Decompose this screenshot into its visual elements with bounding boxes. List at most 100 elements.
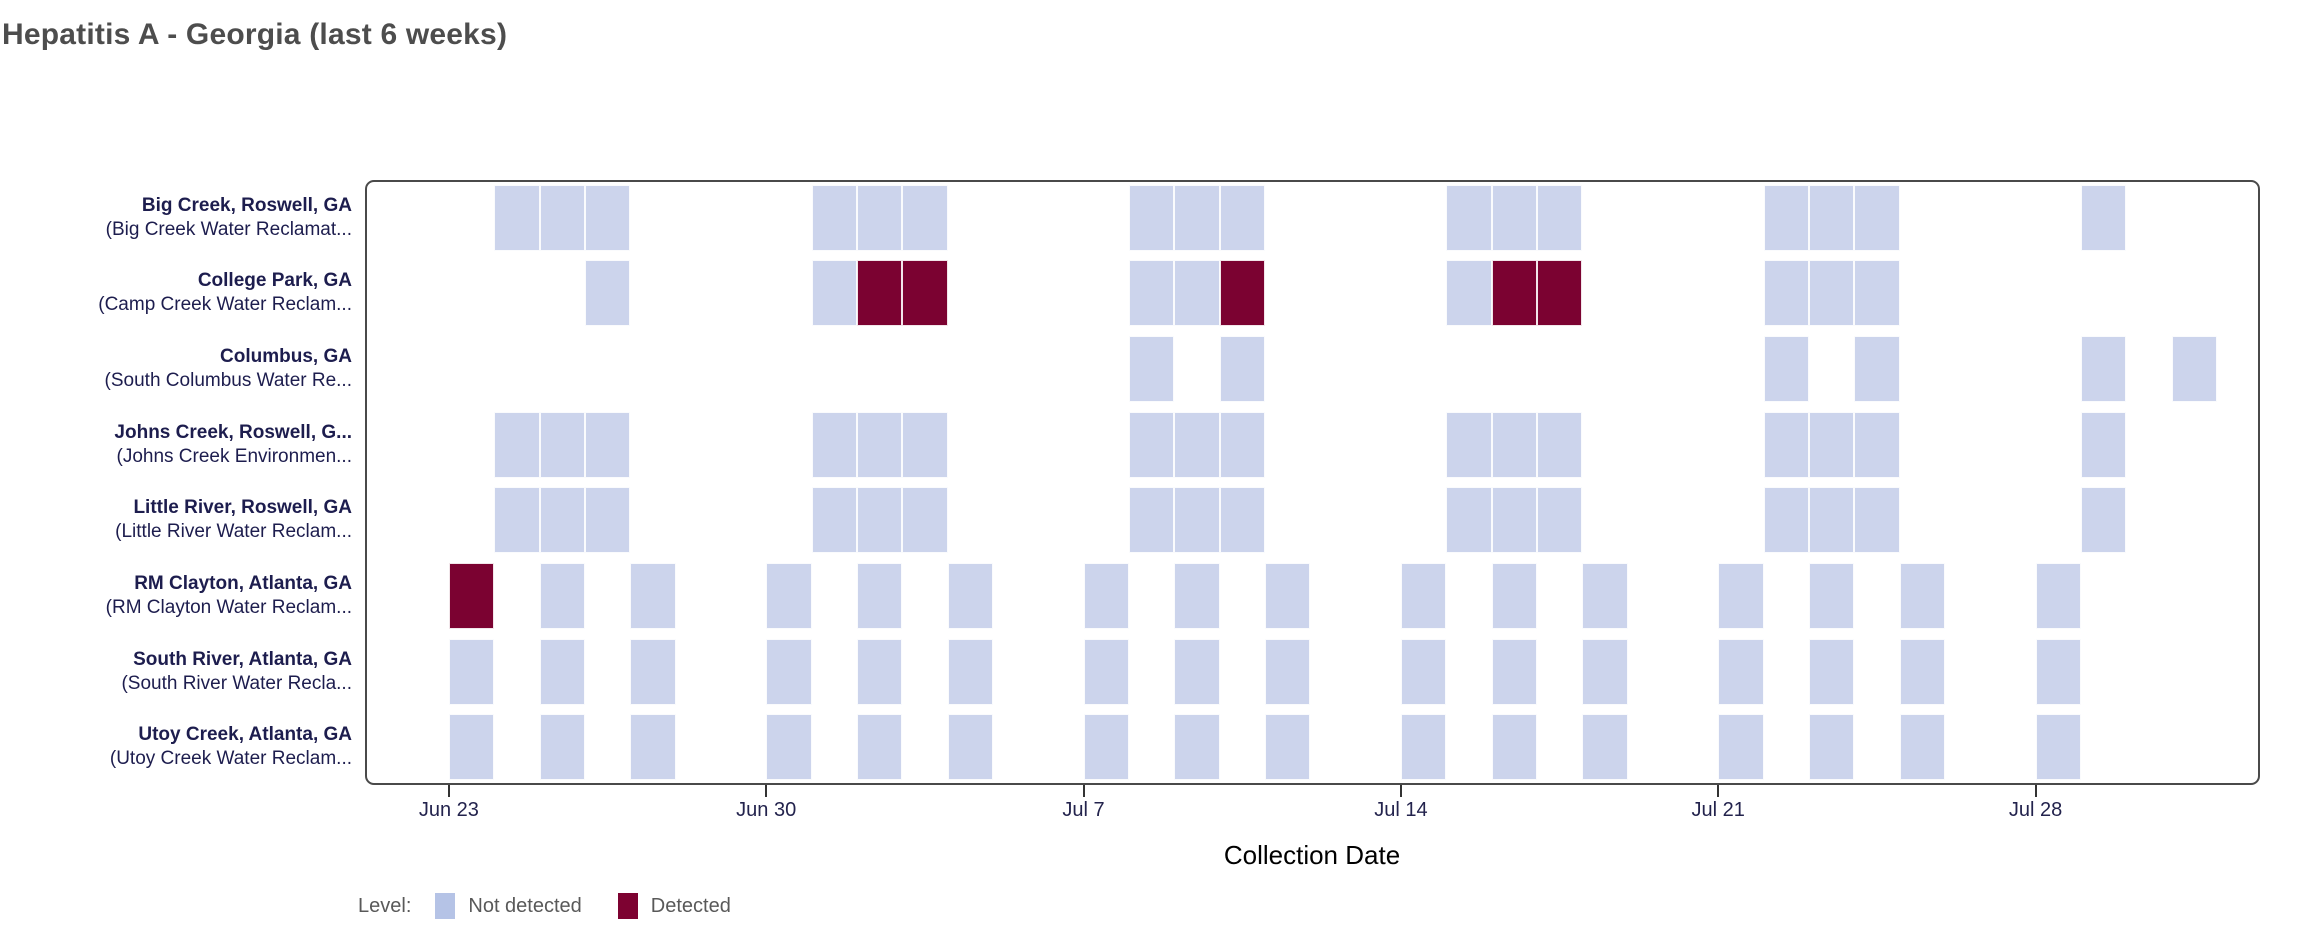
heatmap-tile[interactable] — [766, 562, 812, 629]
heatmap-tile[interactable] — [1536, 411, 1583, 478]
heatmap-tile[interactable] — [2035, 638, 2081, 705]
heatmap-tile[interactable] — [1536, 487, 1583, 554]
heatmap-tile[interactable] — [1808, 411, 1855, 478]
heatmap-tile[interactable] — [1083, 638, 1129, 705]
heatmap-tile[interactable] — [856, 184, 903, 251]
heatmap-tile[interactable] — [1219, 411, 1265, 478]
heatmap-tile[interactable] — [766, 714, 812, 781]
heatmap-tile[interactable] — [584, 487, 631, 554]
heatmap-tile[interactable] — [539, 184, 585, 251]
heatmap-tile[interactable] — [1491, 260, 1537, 327]
heatmap-tile[interactable] — [539, 411, 585, 478]
heatmap-tile[interactable] — [539, 714, 585, 781]
heatmap-tile[interactable] — [1491, 411, 1537, 478]
heatmap-tile[interactable] — [584, 260, 631, 327]
heatmap-tile[interactable] — [539, 638, 585, 705]
heatmap-tile[interactable] — [1491, 487, 1537, 554]
heatmap-tile[interactable] — [811, 411, 857, 478]
heatmap-tile[interactable] — [947, 714, 993, 781]
heatmap-tile[interactable] — [1808, 714, 1855, 781]
heatmap-tile[interactable] — [1174, 487, 1220, 554]
heatmap-tile[interactable] — [1536, 184, 1583, 251]
heatmap-tile[interactable] — [584, 184, 631, 251]
heatmap-tile[interactable] — [630, 714, 676, 781]
heatmap-tile[interactable] — [902, 411, 948, 478]
heatmap-tile[interactable] — [2171, 336, 2217, 403]
heatmap-tile[interactable] — [1264, 638, 1311, 705]
heatmap-tile[interactable] — [1763, 260, 1809, 327]
heatmap-tile[interactable] — [1854, 260, 1900, 327]
heatmap-tile[interactable] — [1446, 487, 1492, 554]
heatmap-tile[interactable] — [494, 411, 540, 478]
heatmap-tile[interactable] — [2080, 487, 2127, 554]
heatmap-tile[interactable] — [856, 562, 903, 629]
heatmap-tile[interactable] — [856, 260, 903, 327]
heatmap-tile[interactable] — [1174, 638, 1220, 705]
heatmap-tile[interactable] — [1582, 714, 1628, 781]
heatmap-tile[interactable] — [1174, 260, 1220, 327]
heatmap-tile[interactable] — [630, 562, 676, 629]
heatmap-tile[interactable] — [1128, 487, 1175, 554]
heatmap-tile[interactable] — [811, 487, 857, 554]
heatmap-tile[interactable] — [856, 714, 903, 781]
heatmap-tile[interactable] — [1763, 336, 1809, 403]
heatmap-tile[interactable] — [539, 487, 585, 554]
heatmap-tile[interactable] — [902, 260, 948, 327]
heatmap-tile[interactable] — [1400, 562, 1447, 629]
heatmap-tile[interactable] — [1174, 184, 1220, 251]
heatmap-tile[interactable] — [1854, 336, 1900, 403]
heatmap-tile[interactable] — [856, 411, 903, 478]
heatmap-tile[interactable] — [1446, 411, 1492, 478]
heatmap-tile[interactable] — [1264, 562, 1311, 629]
heatmap-tile[interactable] — [1219, 184, 1265, 251]
heatmap-tile[interactable] — [947, 638, 993, 705]
heatmap-tile[interactable] — [1491, 714, 1537, 781]
heatmap-tile[interactable] — [2080, 336, 2127, 403]
heatmap-tile[interactable] — [494, 184, 540, 251]
heatmap-tile[interactable] — [2080, 411, 2127, 478]
heatmap-tile[interactable] — [1854, 411, 1900, 478]
heatmap-tile[interactable] — [811, 260, 857, 327]
heatmap-tile[interactable] — [1808, 260, 1855, 327]
heatmap-tile[interactable] — [1899, 638, 1945, 705]
heatmap-tile[interactable] — [448, 638, 495, 705]
heatmap-tile[interactable] — [1128, 411, 1175, 478]
heatmap-tile[interactable] — [1536, 260, 1583, 327]
heatmap-tile[interactable] — [2080, 184, 2127, 251]
heatmap-tile[interactable] — [1491, 562, 1537, 629]
heatmap-tile[interactable] — [947, 562, 993, 629]
heatmap-tile[interactable] — [1400, 714, 1447, 781]
heatmap-tile[interactable] — [1219, 260, 1265, 327]
heatmap-tile[interactable] — [856, 487, 903, 554]
heatmap-tile[interactable] — [584, 411, 631, 478]
heatmap-tile[interactable] — [1446, 184, 1492, 251]
heatmap-tile[interactable] — [1854, 487, 1900, 554]
heatmap-tile[interactable] — [1763, 411, 1809, 478]
heatmap-tile[interactable] — [2035, 714, 2081, 781]
heatmap-tile[interactable] — [539, 562, 585, 629]
heatmap-tile[interactable] — [1899, 714, 1945, 781]
heatmap-tile[interactable] — [1264, 714, 1311, 781]
heatmap-tile[interactable] — [856, 638, 903, 705]
heatmap-tile[interactable] — [902, 487, 948, 554]
heatmap-tile[interactable] — [1718, 562, 1764, 629]
heatmap-tile[interactable] — [1808, 184, 1855, 251]
heatmap-tile[interactable] — [1582, 638, 1628, 705]
heatmap-tile[interactable] — [1174, 562, 1220, 629]
heatmap-tile[interactable] — [448, 562, 495, 629]
heatmap-tile[interactable] — [1219, 336, 1265, 403]
heatmap-tile[interactable] — [1808, 487, 1855, 554]
heatmap-tile[interactable] — [1808, 638, 1855, 705]
heatmap-tile[interactable] — [811, 184, 857, 251]
heatmap-tile[interactable] — [902, 184, 948, 251]
heatmap-tile[interactable] — [1174, 411, 1220, 478]
heatmap-tile[interactable] — [1854, 184, 1900, 251]
heatmap-tile[interactable] — [1899, 562, 1945, 629]
heatmap-tile[interactable] — [1763, 184, 1809, 251]
heatmap-tile[interactable] — [494, 487, 540, 554]
heatmap-tile[interactable] — [1763, 487, 1809, 554]
heatmap-tile[interactable] — [1128, 336, 1175, 403]
heatmap-tile[interactable] — [1083, 562, 1129, 629]
heatmap-tile[interactable] — [1174, 714, 1220, 781]
heatmap-tile[interactable] — [1446, 260, 1492, 327]
